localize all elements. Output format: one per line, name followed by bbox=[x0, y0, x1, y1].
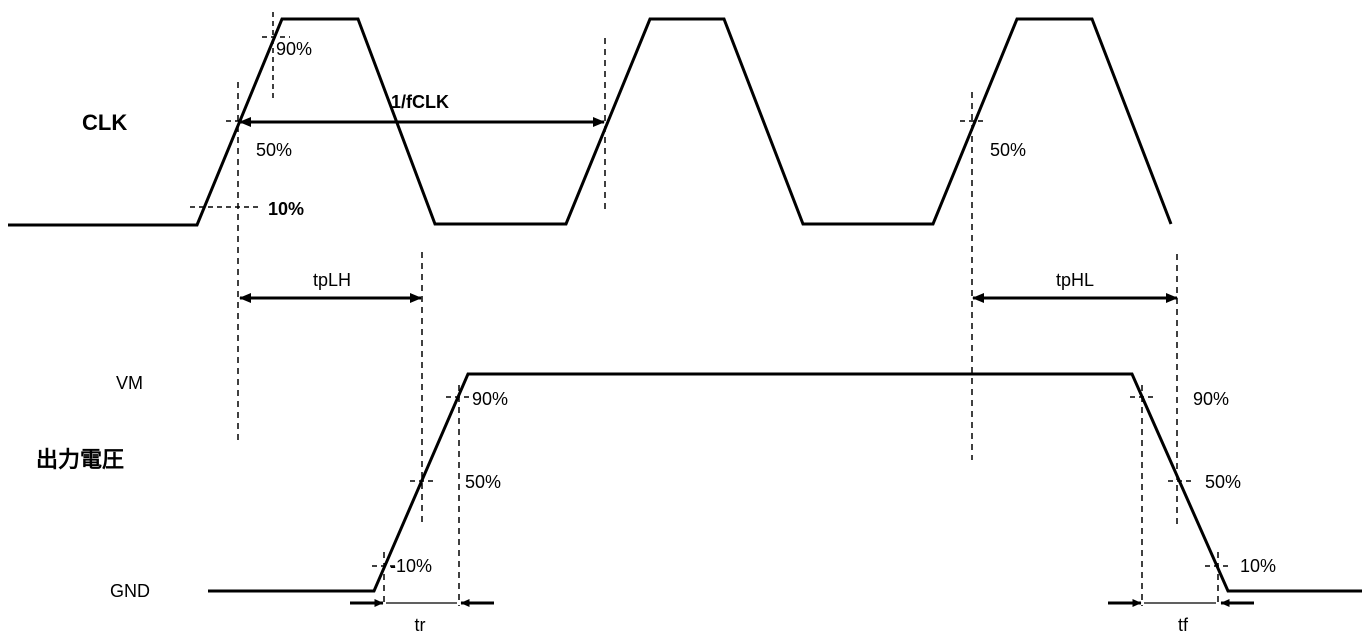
vm-level-label: VM bbox=[116, 373, 143, 393]
period-label: 1/fCLK bbox=[391, 92, 449, 112]
output-rise-10-label: -10% bbox=[390, 556, 432, 576]
clk-90-marker bbox=[262, 12, 290, 100]
clk-90-label: 90% bbox=[276, 39, 312, 59]
clk-10-label: 10% bbox=[268, 199, 304, 219]
tr-label: tr bbox=[415, 615, 426, 635]
clk-50-right-marker bbox=[960, 92, 986, 460]
output-rise-50-label: 50% bbox=[465, 472, 501, 492]
gnd-level-label: GND bbox=[110, 581, 150, 601]
tplh-label: tpLH bbox=[313, 270, 351, 290]
clk-signal-label: CLK bbox=[82, 110, 127, 135]
output-fall-90-label: 90% bbox=[1193, 389, 1229, 409]
output-fall-90-marker bbox=[1130, 385, 1154, 606]
output-rise-90-label: 90% bbox=[472, 389, 508, 409]
output-rise-90-marker bbox=[446, 385, 470, 606]
output-fall-10-marker bbox=[1205, 552, 1230, 606]
output-rise-10-marker bbox=[372, 552, 396, 606]
output-fall-10-label: 10% bbox=[1240, 556, 1276, 576]
tphl-label: tpHL bbox=[1056, 270, 1094, 290]
output-fall-50-label: 50% bbox=[1205, 472, 1241, 492]
output-waveform bbox=[208, 372, 1362, 593]
clk-50-left-label: 50% bbox=[256, 140, 292, 160]
clk-50-left-marker bbox=[226, 82, 252, 440]
clk-waveform bbox=[8, 17, 1173, 227]
clk-50-right-label: 50% bbox=[990, 140, 1026, 160]
tf-label: tf bbox=[1178, 615, 1189, 635]
output-voltage-signal-label: 出力電圧 bbox=[36, 447, 124, 472]
